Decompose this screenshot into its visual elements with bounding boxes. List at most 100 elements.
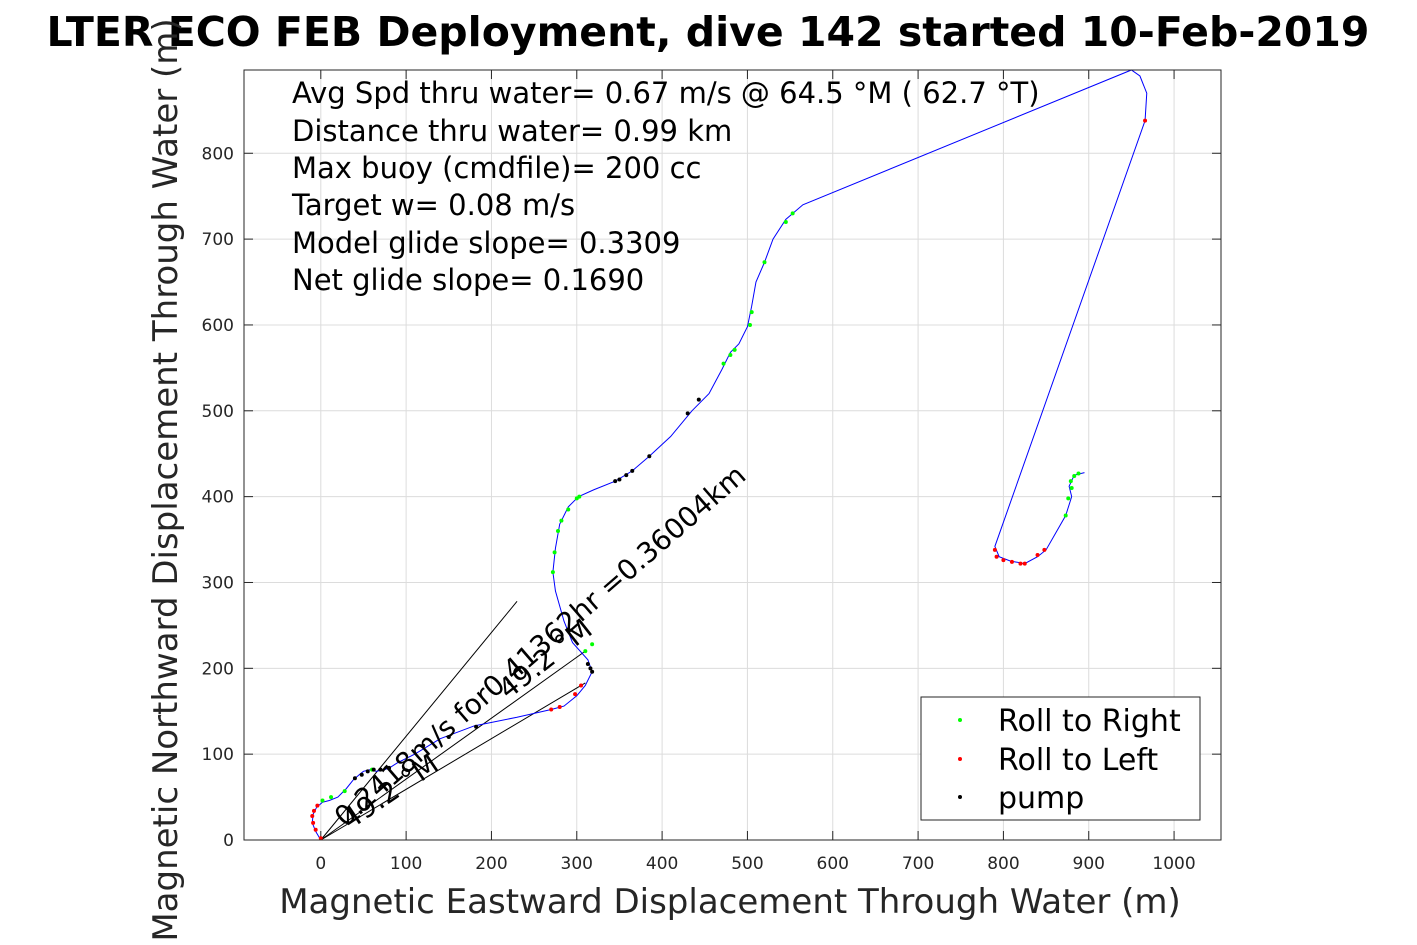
roll-to-left-point [573,692,578,697]
plot-frame [243,69,1222,841]
pump-point [421,743,426,748]
y-tick-label: 800 [202,144,234,164]
y-tick-label: 100 [202,745,234,765]
stat-line: Model glide slope= 0.3309 [292,226,680,260]
y-tick-label: 400 [202,488,234,508]
legend: Roll to Right Roll to Left pump [920,696,1201,821]
pump-point [696,397,701,402]
roll-to-right-point [790,211,795,216]
roll-to-right-point [342,789,347,794]
pump-point [359,772,364,777]
stat-line: Distance thru water= 0.99 km [292,114,732,148]
roll-to-right-point [749,310,754,315]
roll-to-right-point [721,361,726,366]
roll-to-right-point [783,219,788,224]
roll-to-right-point [728,352,733,357]
roll-to-right-point [550,570,555,575]
roll-to-left-point [315,803,320,808]
pump-point [365,769,370,774]
pump-point [585,662,590,667]
track-points [310,118,1148,841]
x-tick-label: 400 [646,854,678,874]
y-tick-label: 700 [202,230,234,250]
reference-lines [320,601,586,841]
roll-to-right-point [1069,486,1074,491]
legend-label: Roll to Right [998,704,1181,739]
roll-to-left-point [311,808,316,813]
legend-marker-roll-right [958,718,962,722]
roll-to-left-point [1035,553,1040,558]
roll-to-left-point [1018,561,1023,566]
roll-to-right-point [329,795,334,800]
roll-to-right-point [552,550,557,555]
legend-label: Roll to Left [998,743,1158,778]
reference-line [320,601,518,841]
pump-point [590,669,595,674]
roll-to-right-point [1076,471,1081,476]
roll-to-left-point [318,836,323,841]
roll-to-left-point [310,813,315,818]
chart-title: LTER ECO FEB Deployment, dive 142 starte… [47,8,1370,56]
legend-marker-roll-left [958,757,962,761]
roll-to-right-point [1068,479,1073,484]
pump-point [371,767,376,772]
roll-to-right-point [1072,474,1077,479]
x-tick-label: 800 [987,854,1019,874]
roll-to-right-point [762,260,767,265]
y-tick-label: 600 [202,316,234,336]
axis-ticks: 0 100 200 300 400 500 600 700 800 900 1000 0 100 200 3… [202,70,1221,874]
roll-to-left-point [1143,118,1148,123]
y-axis-label: Magnetic Northward Displacement Through … [146,18,186,941]
roll-to-left-point [557,704,562,709]
roll-to-right-point [577,494,582,499]
roll-to-left-point [992,547,997,552]
x-tick-label: 500 [731,854,763,874]
x-tick-label: 0 [315,854,326,874]
pump-point [474,724,479,729]
roll-to-left-point [1042,547,1047,552]
pump-point [630,468,635,473]
roll-to-left-point [1001,558,1006,563]
roll-to-left-point [1022,561,1027,566]
y-tick-label: 500 [202,402,234,422]
pump-point [378,767,383,772]
roll-to-right-point [732,347,737,352]
reference-line [320,650,586,841]
roll-to-right-point [590,642,595,647]
x-tick-label: 100 [390,854,422,874]
roll-to-left-point [579,683,584,688]
x-axis-label: Magnetic Eastward Displacement Through W… [279,882,1181,922]
stat-line: Max buoy (cmdfile)= 200 cc [292,151,701,185]
x-tick-label: 600 [817,854,849,874]
roll-to-right-point [559,518,564,523]
legend-label: pump [998,781,1084,816]
pump-point [685,411,690,416]
roll-to-right-point [556,528,561,533]
pump-point [613,479,618,484]
x-tick-label: 300 [561,854,593,874]
roll-to-right-point [1066,496,1071,501]
x-tick-label: 200 [475,854,507,874]
pump-point [352,776,357,781]
y-tick-label: 200 [202,659,234,679]
stat-line: Net glide slope= 0.1690 [292,263,644,297]
roll-to-right-point [747,322,752,327]
legend-box [920,696,1201,821]
roll-to-right-point [566,507,571,512]
stat-line: Target w= 0.08 m/s [291,188,575,222]
pump-point [588,666,593,671]
pump-point [647,454,652,459]
stat-line: Avg Spd thru water= 0.67 m/s @ 64.5 °M (… [292,76,1040,110]
y-tick-label: 0 [223,831,234,851]
stats-block: Avg Spd thru water= 0.67 m/s @ 64.5 °M (… [291,76,1040,297]
reference-line [320,682,586,841]
y-tick-label: 300 [202,573,234,593]
roll-to-left-point [994,554,999,559]
roll-to-left-point [311,820,316,825]
roll-to-left-point [549,707,554,712]
roll-to-left-point [313,827,318,832]
x-tick-label: 1000 [1152,854,1195,874]
pump-point [387,765,392,770]
x-tick-label: 700 [902,854,934,874]
